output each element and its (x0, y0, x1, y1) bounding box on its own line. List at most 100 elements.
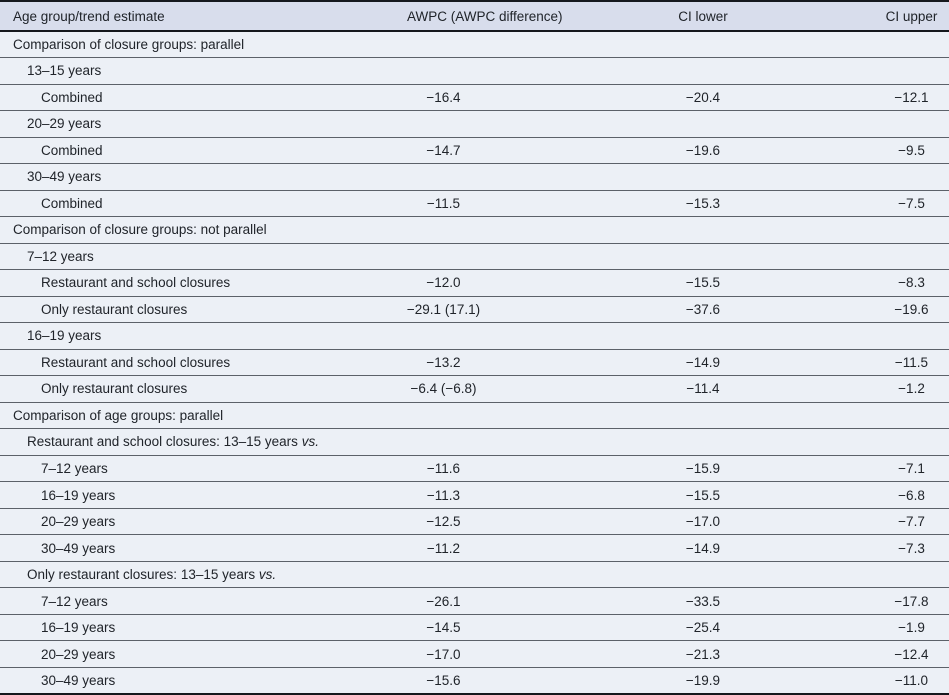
table-row: Restaurant and school closures −12.0 −15… (0, 269, 949, 297)
section-row: Comparison of closure groups: parallel (0, 30, 949, 58)
ci-upper-cell (874, 57, 949, 85)
awpc-cell: −15.6 (355, 666, 532, 694)
table-row: 30–49 years (0, 163, 949, 191)
row-label-cell: Comparison of closure groups: parallel (0, 30, 355, 58)
ci-upper-cell (874, 242, 949, 270)
table-row: 7–12 years −26.1 −33.5 −17.8 (0, 587, 949, 615)
awpc-cell: −11.6 (355, 454, 532, 482)
table-row: 30–49 years −11.2 −14.9 −7.3 (0, 534, 949, 562)
row-label-cell: Restaurant and school closures (0, 269, 355, 297)
table-row: 16–19 years −11.3 −15.5 −6.8 (0, 481, 949, 509)
awpc-cell: −26.1 (355, 587, 532, 615)
vs-italic-label: vs. (301, 434, 319, 450)
ci-lower-cell (532, 322, 874, 350)
row-label-cell: 13–15 years (0, 57, 355, 85)
ci-lower-cell (532, 57, 874, 85)
ci-upper-cell (874, 110, 949, 138)
column-header-ci-upper: CI upper (874, 1, 949, 32)
table-row: 20–29 years −12.5 −17.0 −7.7 (0, 507, 949, 535)
row-label-cell: Only restaurant closures: 13–15 years vs… (0, 560, 355, 588)
awpc-cell (355, 30, 532, 58)
awpc-cell (355, 110, 532, 138)
row-label-cell: Combined (0, 189, 355, 217)
awpc-cell (355, 322, 532, 350)
ci-upper-cell (874, 560, 949, 588)
awpc-cell (355, 216, 532, 244)
awpc-cell: −14.5 (355, 613, 532, 641)
table-row: 16–19 years −14.5 −25.4 −1.9 (0, 613, 949, 641)
awpc-cell: −16.4 (355, 83, 532, 111)
awpc-cell: −17.0 (355, 640, 532, 668)
row-label-cell: 20–29 years (0, 507, 355, 535)
ci-lower-cell (532, 110, 874, 138)
awpc-cell (355, 57, 532, 85)
row-label-cell: Comparison of closure groups: not parall… (0, 216, 355, 244)
awpc-cell: −12.5 (355, 507, 532, 535)
row-label-cell: 30–49 years (0, 666, 355, 694)
ci-upper-cell: −7.3 (874, 534, 949, 562)
row-label-cell: 20–29 years (0, 110, 355, 138)
table-row: 20–29 years −17.0 −21.3 −12.4 (0, 640, 949, 668)
awpc-cell: −12.0 (355, 269, 532, 297)
ci-upper-cell: −8.3 (874, 269, 949, 297)
ci-lower-cell: −19.9 (532, 666, 874, 694)
header-row: Age group/trend estimate AWPC (AWPC diff… (0, 1, 949, 32)
table-row: Restaurant and school closures: 13–15 ye… (0, 428, 949, 456)
ci-lower-cell (532, 163, 874, 191)
ci-lower-cell: −25.4 (532, 613, 874, 641)
row-label-cell: 7–12 years (0, 587, 355, 615)
ci-lower-cell (532, 30, 874, 58)
section-row: Comparison of closure groups: not parall… (0, 216, 949, 244)
row-label-cell: Restaurant and school closures: 13–15 ye… (0, 428, 355, 456)
table-row: 13–15 years (0, 57, 949, 85)
ci-upper-cell (874, 163, 949, 191)
row-label-cell: Only restaurant closures (0, 295, 355, 323)
row-label-cell: 7–12 years (0, 454, 355, 482)
table-body: Comparison of closure groups: parallel 1… (0, 30, 949, 694)
ci-upper-cell: −19.6 (874, 295, 949, 323)
row-label-cell: 16–19 years (0, 613, 355, 641)
ci-lower-cell: −11.4 (532, 375, 874, 403)
awpc-cell: −11.5 (355, 189, 532, 217)
table-row: 30–49 years −15.6 −19.9 −11.0 (0, 666, 949, 694)
table-header: Age group/trend estimate AWPC (AWPC diff… (0, 1, 949, 32)
ci-lower-cell: −20.4 (532, 83, 874, 111)
row-label-cell: Only restaurant closures (0, 375, 355, 403)
ci-upper-cell: −11.0 (874, 666, 949, 694)
awpc-cell (355, 163, 532, 191)
row-label-cell: Restaurant and school closures (0, 348, 355, 376)
row-label-cell: Combined (0, 136, 355, 164)
ci-upper-cell (874, 30, 949, 58)
ci-lower-cell (532, 242, 874, 270)
ci-lower-cell: −37.6 (532, 295, 874, 323)
row-label-cell: 7–12 years (0, 242, 355, 270)
ci-lower-cell: −14.9 (532, 348, 874, 376)
ci-upper-cell: −7.5 (874, 189, 949, 217)
awpc-cell (355, 401, 532, 429)
ci-upper-cell (874, 322, 949, 350)
ci-upper-cell: −7.1 (874, 454, 949, 482)
ci-lower-cell: −19.6 (532, 136, 874, 164)
ci-lower-cell (532, 216, 874, 244)
table-row: Only restaurant closures −29.1 (17.1) −3… (0, 295, 949, 323)
ci-lower-cell (532, 401, 874, 429)
row-label-cell: 20–29 years (0, 640, 355, 668)
awpc-cell (355, 428, 532, 456)
ci-lower-cell (532, 560, 874, 588)
ci-upper-cell (874, 428, 949, 456)
ci-lower-cell: −14.9 (532, 534, 874, 562)
awpc-cell (355, 560, 532, 588)
table-row: 7–12 years −11.6 −15.9 −7.1 (0, 454, 949, 482)
row-label-cell: 30–49 years (0, 534, 355, 562)
table-row: Only restaurant closures −6.4 (−6.8) −11… (0, 375, 949, 403)
table-row: Only restaurant closures: 13–15 years vs… (0, 560, 949, 588)
ci-upper-cell: −9.5 (874, 136, 949, 164)
table-row: 20–29 years (0, 110, 949, 138)
table-row: Restaurant and school closures −13.2 −14… (0, 348, 949, 376)
ci-lower-cell: −21.3 (532, 640, 874, 668)
table-row: Combined −11.5 −15.3 −7.5 (0, 189, 949, 217)
ci-upper-cell: −17.8 (874, 587, 949, 615)
ci-lower-cell: −17.0 (532, 507, 874, 535)
